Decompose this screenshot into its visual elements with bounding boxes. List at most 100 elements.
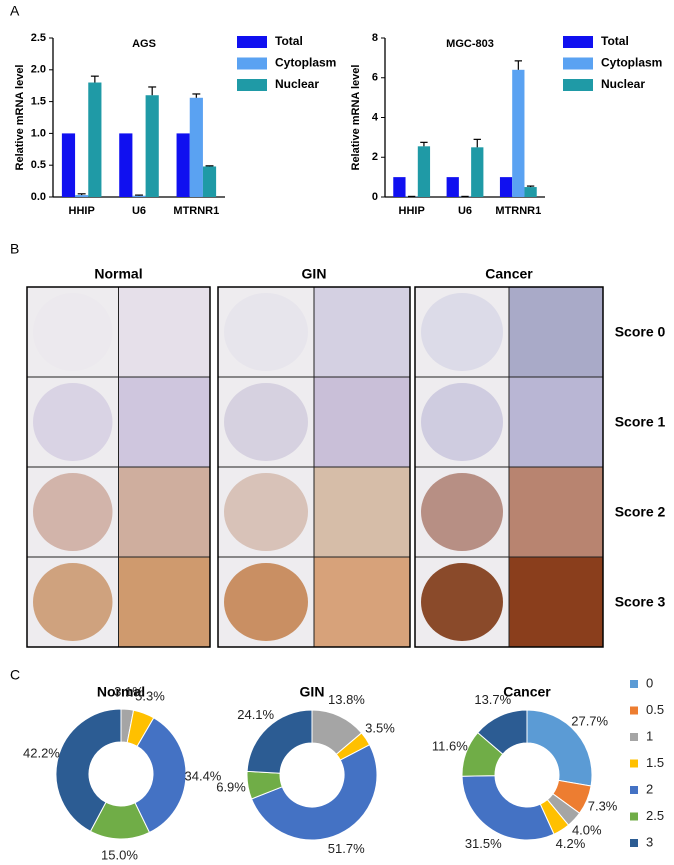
tissue-core	[421, 473, 503, 551]
legend-label: 0	[646, 675, 653, 690]
data-label: 51.7%	[328, 841, 365, 856]
legend-label: 2	[646, 781, 653, 796]
chart-title: AGS	[132, 38, 156, 50]
x-tick-label: U6	[458, 205, 472, 217]
y-tick-label: 0	[372, 191, 378, 203]
bar	[393, 177, 406, 197]
legend-swatch	[630, 680, 638, 688]
ihc-image	[508, 286, 604, 378]
tissue-core	[224, 563, 308, 641]
ihc-image	[508, 556, 604, 648]
ihc-image	[118, 376, 211, 468]
legend-label: Total	[275, 34, 303, 48]
bar	[145, 95, 159, 197]
bar	[119, 133, 133, 197]
bar	[189, 97, 203, 197]
legend-swatch	[563, 57, 593, 70]
legend-swatch	[630, 706, 638, 715]
donut-slice	[134, 717, 187, 834]
data-label: 6.9%	[216, 780, 246, 795]
data-label: 24.1%	[237, 707, 274, 722]
bar	[471, 147, 484, 197]
x-tick-label: U6	[132, 205, 146, 217]
bar	[75, 195, 89, 197]
legend-label: 3	[646, 834, 653, 849]
tissue-core	[224, 383, 308, 461]
tissue-core	[33, 383, 113, 461]
tissue-core	[33, 473, 113, 551]
score-label: Score 3	[615, 594, 666, 610]
legend-swatch	[237, 57, 267, 70]
tissue-core	[421, 563, 503, 641]
bar	[61, 133, 76, 197]
data-label: 15.0%	[101, 847, 138, 862]
tissue-core	[421, 383, 503, 461]
bar	[132, 195, 146, 197]
data-label: 11.6%	[432, 739, 468, 754]
y-tick-label: 8	[372, 32, 378, 44]
legend-label: Cytoplasm	[601, 56, 662, 70]
legend-label: Nuclear	[601, 77, 645, 91]
ihc-image	[313, 376, 411, 468]
y-tick-label: 0.0	[31, 191, 46, 203]
x-tick-label: MTRNR1	[173, 205, 219, 217]
image-block-border	[414, 286, 604, 648]
image-block-border	[217, 286, 411, 648]
bar	[524, 187, 537, 197]
legend-swatch	[630, 812, 638, 821]
y-tick-label: 0.5	[31, 159, 46, 171]
legend-label: Nuclear	[275, 77, 319, 91]
ihc-image	[313, 466, 411, 558]
bar	[88, 82, 102, 197]
chart-title: MGC-803	[446, 38, 494, 50]
y-tick-label: 2.5	[31, 32, 46, 44]
column-header: GIN	[302, 266, 327, 282]
bar	[512, 69, 525, 197]
data-label: 5.3%	[135, 689, 165, 704]
x-tick-label: MTRNR1	[495, 205, 541, 217]
chart-title: Normal	[97, 684, 145, 700]
y-tick-label: 1.0	[31, 127, 46, 139]
donut-slice	[477, 709, 528, 755]
data-label: 13.7%	[474, 692, 511, 707]
legend-swatch	[237, 36, 267, 48]
data-label: 7.3%	[588, 798, 618, 813]
score-label: Score 1	[615, 414, 666, 430]
bar	[499, 177, 513, 197]
y-tick-label: 2.0	[31, 64, 46, 76]
data-label: 27.7%	[571, 714, 608, 729]
legend-label: 1.5	[646, 755, 664, 770]
donut-slice	[246, 709, 313, 774]
data-label: 3.1%	[114, 684, 144, 699]
data-label: 31.5%	[465, 836, 502, 851]
donut-slice	[250, 744, 378, 841]
y-tick-label: 6	[372, 72, 378, 84]
donut-slice	[55, 708, 122, 833]
y-axis-label: Relative mRNA level	[14, 65, 26, 171]
legend-swatch	[630, 733, 638, 741]
score-label: Score 2	[615, 504, 666, 520]
image-block-border	[26, 286, 211, 648]
bar	[446, 177, 459, 197]
panel-label: B	[10, 241, 19, 257]
tissue-core	[224, 473, 308, 551]
ihc-image	[508, 376, 604, 468]
panel-label: C	[10, 667, 20, 683]
legend-label: Total	[601, 34, 629, 48]
tissue-core	[224, 293, 308, 371]
data-label: 4.0%	[572, 823, 602, 838]
tissue-core	[33, 293, 113, 371]
tissue-core	[33, 563, 113, 641]
legend-label: 1	[646, 728, 653, 743]
panel-label: A	[10, 3, 20, 19]
legend-swatch	[630, 786, 638, 794]
legend-swatch	[630, 839, 638, 847]
y-tick-label: 1.5	[31, 96, 46, 108]
donut-slice	[526, 709, 593, 787]
data-label: 13.8%	[328, 692, 365, 707]
ihc-image	[118, 556, 211, 648]
ihc-image	[313, 286, 411, 378]
data-label: 34.4%	[185, 769, 222, 784]
legend-label: 0.5	[646, 702, 664, 717]
